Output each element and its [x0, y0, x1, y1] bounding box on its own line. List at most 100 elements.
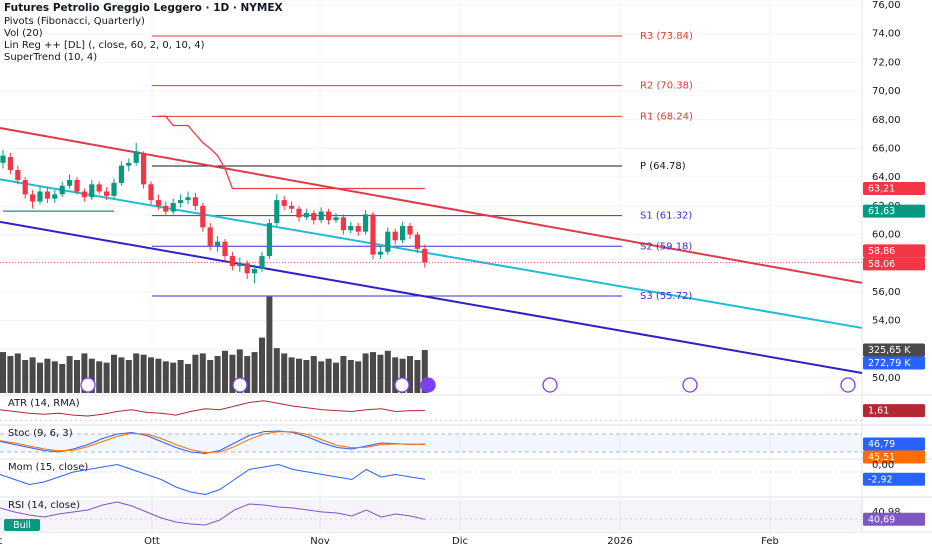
candle-body — [259, 256, 265, 269]
candle-body — [333, 217, 339, 221]
candle-body — [303, 213, 309, 218]
candle-body — [422, 248, 428, 263]
volume-bar — [296, 358, 302, 393]
event-icon[interactable] — [394, 377, 410, 393]
value-badge-label: 40,69 — [868, 514, 895, 525]
volume-bar — [251, 352, 258, 393]
volume-bar — [140, 354, 147, 393]
event-icon[interactable] — [682, 377, 698, 393]
volume-bar — [303, 360, 310, 393]
event-icon[interactable] — [420, 377, 436, 393]
x-tick-label: Nov — [310, 536, 330, 547]
event-icon[interactable] — [840, 377, 856, 393]
y-tick-label: 68,00 — [872, 115, 901, 126]
value-badge-label: -2,92 — [868, 474, 893, 485]
candle-body — [118, 165, 124, 183]
candle-body — [289, 205, 295, 209]
candle-body — [163, 205, 169, 212]
volume-bar — [155, 358, 162, 393]
event-icon[interactable] — [542, 377, 558, 393]
indicator-line — [0, 431, 426, 454]
regression-line — [0, 178, 863, 329]
y-tick-label: 56,00 — [872, 287, 901, 298]
x-tick-label: 2026 — [607, 536, 632, 547]
candle-body — [89, 184, 95, 198]
volume-bar — [288, 357, 295, 393]
y-tick-label: 60,00 — [872, 230, 901, 241]
volume-bar — [37, 362, 43, 393]
pane-fill — [0, 500, 862, 530]
value-badge — [863, 204, 925, 218]
volume-bar — [192, 354, 199, 393]
value-badge-label: 1,61 — [868, 406, 889, 417]
volume-bar — [414, 360, 421, 393]
pivot-label: S2 (59.18) — [640, 241, 692, 252]
value-badge — [863, 356, 925, 370]
candle-body — [311, 213, 317, 221]
candle-body — [59, 185, 65, 195]
candle-body — [133, 151, 139, 163]
x-tick-label: Set — [0, 536, 2, 547]
volume-bar — [81, 353, 88, 393]
volume-bar — [66, 356, 73, 393]
indicator-line — [0, 463, 426, 496]
value-badge-label: 58,86 — [868, 246, 895, 257]
pane-label: ATR (14, RMA) — [8, 398, 80, 409]
bull-label: Bull — [13, 520, 31, 531]
candle-body — [363, 214, 369, 232]
regression-line — [0, 220, 863, 374]
volume-bar — [177, 360, 184, 393]
y-tick-label: 72,00 — [872, 57, 901, 68]
value-badge-label: 63,21 — [868, 183, 895, 194]
value-badge-label: 272,79 K — [868, 358, 911, 369]
event-icon[interactable] — [80, 377, 96, 393]
candle-body — [348, 225, 354, 231]
volume-bar — [59, 363, 66, 393]
y-tick-label: 54,00 — [872, 316, 901, 327]
volume-bar — [421, 350, 428, 393]
candle-body — [192, 197, 198, 206]
chart-title: Futures Petrolio Greggio Leggero · 1D · … — [4, 2, 283, 14]
volume-bar — [7, 356, 14, 393]
candle-body — [37, 191, 43, 202]
marks — [0, 35, 863, 526]
y-tick-label: 0,00 — [872, 460, 894, 471]
candle-body — [7, 157, 13, 170]
candle-body — [281, 200, 287, 206]
candle-body — [252, 268, 258, 274]
value-badge — [863, 244, 925, 258]
pivot-label: S3 (55.72) — [640, 291, 692, 302]
volume-bar — [377, 354, 384, 393]
candle-body — [296, 208, 302, 218]
candle-body — [30, 194, 36, 202]
bull-badge — [4, 519, 40, 531]
event-icon[interactable] — [232, 377, 248, 393]
volume-bar — [362, 353, 369, 393]
value-badge — [863, 512, 925, 526]
volume-bar — [222, 350, 228, 393]
x-tick-label: Ott — [144, 536, 160, 547]
volume-bar — [133, 353, 140, 393]
y-tick-label: 76,00 — [872, 0, 901, 11]
pivot-label: R3 (73.84) — [640, 31, 693, 42]
y-tick-label: 50,00 — [872, 373, 901, 384]
volume-bar — [384, 350, 391, 393]
candle-body — [185, 197, 191, 201]
candle-body — [229, 256, 235, 267]
value-badge — [863, 343, 925, 357]
volume-bar — [88, 358, 95, 393]
volume-bar — [170, 362, 177, 393]
event-icons — [80, 377, 856, 393]
candle-body — [215, 241, 221, 247]
volume-bar — [259, 337, 265, 393]
volume-bar — [236, 349, 243, 393]
volume-bar — [392, 357, 399, 393]
pivot-label: R1 (68.24) — [640, 111, 693, 122]
candle-body — [377, 251, 383, 255]
candle-body — [274, 200, 280, 224]
volume-bar — [340, 356, 347, 393]
indicator-line — [0, 400, 425, 417]
volume-bar — [14, 353, 21, 393]
candle-body — [414, 234, 420, 249]
